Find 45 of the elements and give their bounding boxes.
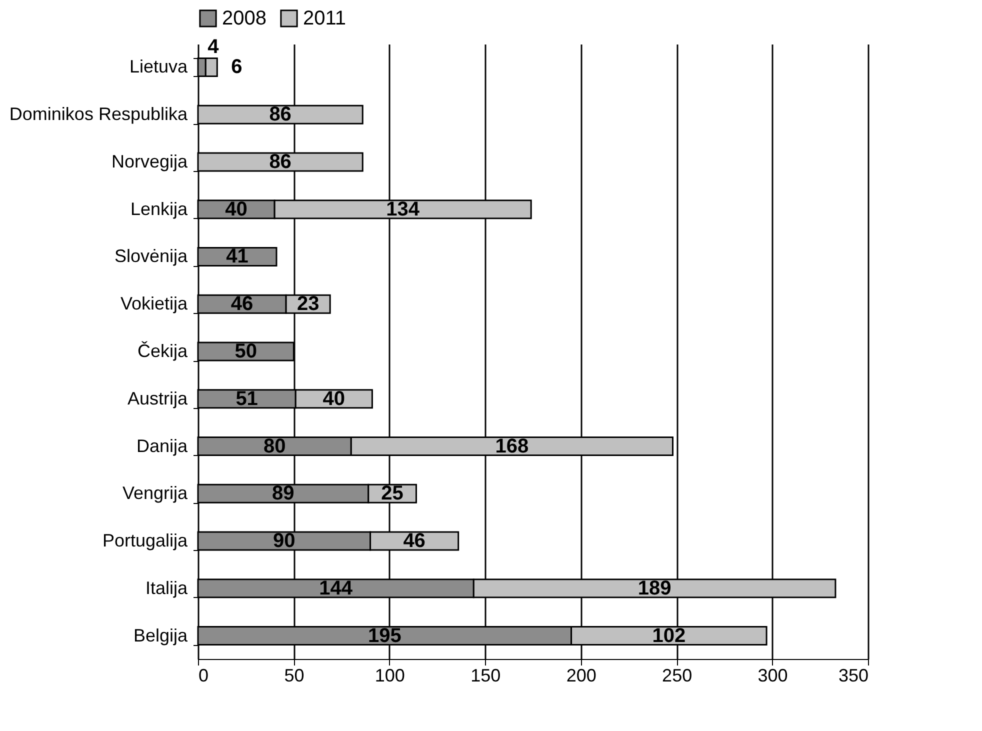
data-label: 6 bbox=[231, 56, 242, 78]
data-label: 46 bbox=[403, 530, 426, 552]
data-label: 134 bbox=[386, 198, 420, 220]
legend-label: 2011 bbox=[303, 7, 346, 30]
data-label: 80 bbox=[263, 435, 286, 458]
x-tick-label: 100 bbox=[374, 666, 405, 686]
y-tick-label: Čekija bbox=[137, 341, 188, 361]
data-label: 195 bbox=[368, 624, 402, 647]
data-label: 50 bbox=[234, 340, 257, 362]
x-tick-label: 50 bbox=[284, 666, 304, 686]
y-tick-label: Slovėnija bbox=[114, 246, 188, 266]
y-tick-label: Danija bbox=[136, 436, 188, 456]
y-tick-label: Vengrija bbox=[122, 483, 188, 504]
y-tick-label: Norvegija bbox=[111, 151, 188, 172]
data-label: 86 bbox=[269, 104, 292, 126]
x-tick-label: 200 bbox=[566, 666, 596, 686]
data-label: 23 bbox=[296, 293, 320, 316]
y-tick-label: Belgija bbox=[133, 625, 188, 646]
data-label: 51 bbox=[236, 388, 258, 410]
y-tick-label: Austrija bbox=[127, 388, 188, 408]
data-label: 86 bbox=[269, 150, 292, 173]
y-tick-label: Vokietija bbox=[120, 294, 188, 314]
x-tick-label: 300 bbox=[758, 666, 788, 686]
data-label: 144 bbox=[319, 577, 354, 600]
y-tick-label: Lietuva bbox=[129, 56, 188, 77]
data-label: 40 bbox=[322, 388, 346, 410]
data-label: 90 bbox=[273, 530, 296, 552]
x-tick-label: 350 bbox=[838, 666, 868, 686]
y-tick-label: Italija bbox=[145, 578, 188, 598]
data-label: 89 bbox=[272, 482, 294, 505]
y-tick-label: Dominikos Respublika bbox=[9, 104, 188, 124]
data-label: 25 bbox=[381, 482, 404, 505]
data-label: 168 bbox=[495, 435, 529, 458]
data-label: 40 bbox=[225, 198, 248, 220]
data-label: 4 bbox=[208, 36, 220, 58]
data-label: 41 bbox=[226, 246, 248, 268]
x-tick-label: 0 bbox=[198, 666, 209, 686]
data-label: 189 bbox=[638, 577, 672, 600]
x-tick-label: 250 bbox=[662, 666, 692, 686]
x-tick-label: 150 bbox=[470, 666, 501, 686]
data-label: 102 bbox=[652, 624, 686, 647]
legend-label: 2008 bbox=[222, 7, 266, 30]
y-tick-label: Lenkija bbox=[130, 198, 188, 219]
y-tick-label: Portugalija bbox=[102, 530, 188, 551]
data-label: 46 bbox=[230, 293, 254, 316]
